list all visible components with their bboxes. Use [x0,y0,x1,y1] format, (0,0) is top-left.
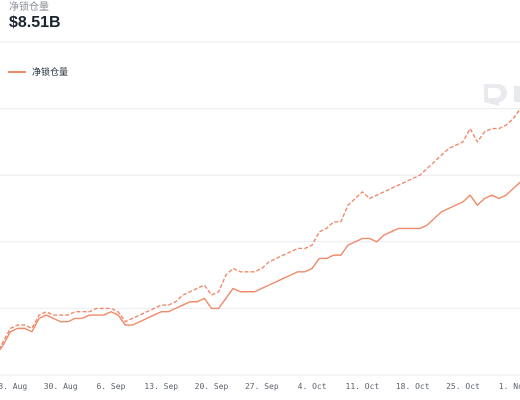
logo-watermark-icon [484,84,520,106]
x-tick-label: 6. Sep [96,382,125,391]
series-line-dashed [0,108,520,350]
series-lines [0,108,520,351]
metric-value: $8.51B [9,14,61,31]
legend-swatch [8,71,26,73]
legend-label: 净锁仓量 [32,67,69,77]
x-tick-label: 25. Oct [446,382,480,391]
x-tick-label: 27. Sep [245,382,279,391]
x-tick-label: 20. Sep [195,382,229,391]
metric-label: 净锁仓量 [9,2,49,13]
x-tick-label: 23. Aug [0,382,27,391]
grid-lines [0,41,520,376]
series-line-solid [0,181,520,351]
x-tick-label: 18. Oct [396,382,430,391]
x-tick-label: 30. Aug [44,382,78,391]
watermark-shape [484,84,507,106]
watermark-shape [514,86,520,102]
x-tick-label: 1. Nov [499,382,520,391]
legend-item[interactable]: 净锁仓量 [8,66,68,78]
x-axis: 23. Aug 30. Aug 6. Sep 13. Sep 20. Sep 27. Se… [0,382,520,391]
x-tick-label: 13. Sep [144,382,178,391]
x-tick-label: 4. Oct [298,382,327,391]
x-tick-label: 11. Oct [346,382,380,391]
